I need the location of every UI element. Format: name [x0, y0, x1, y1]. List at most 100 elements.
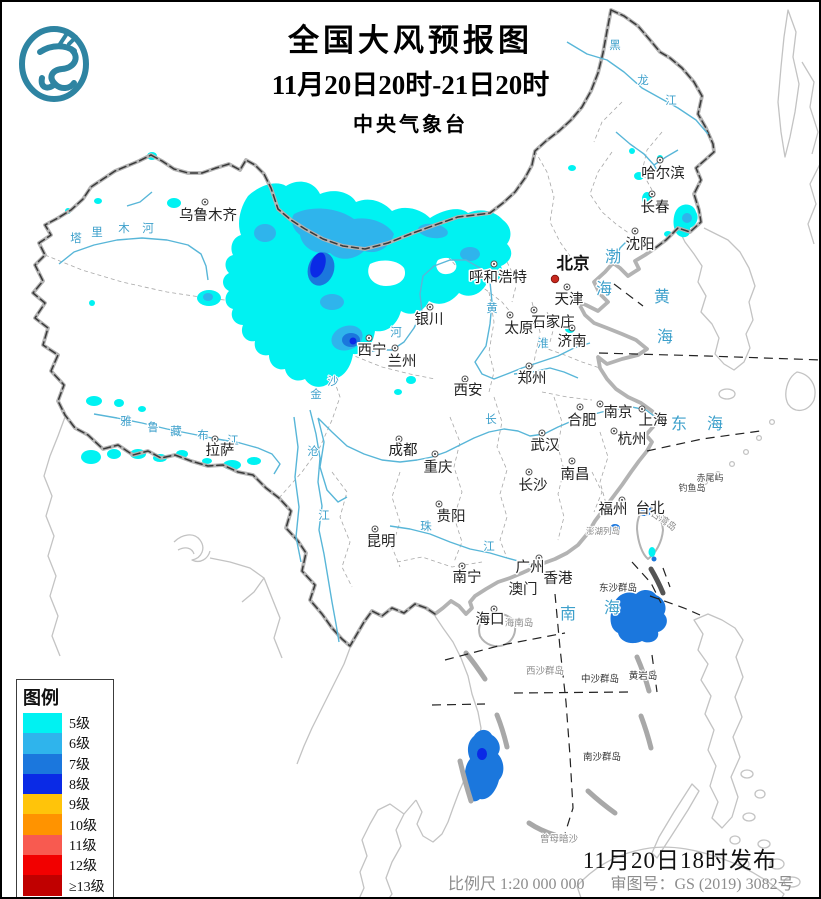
map-title: 全国大风预报图	[288, 23, 533, 58]
nine-dash-line	[457, 566, 666, 838]
city-label: 拉萨	[206, 442, 235, 459]
city-marker-dot	[578, 405, 582, 409]
legend-item: 10级	[23, 814, 113, 835]
city-label: 南宁	[453, 569, 482, 586]
city-label: 海口	[476, 611, 505, 628]
city-label: 长沙	[519, 477, 548, 494]
city-marker-dot	[540, 431, 544, 435]
city-label: 哈尔滨	[641, 165, 685, 182]
river-label: 黄	[486, 301, 498, 315]
scale-and-approval: 比例尺 1:20 000 000 审图号：GS (2019) 3082号	[448, 870, 819, 894]
city-marker-dot	[492, 262, 496, 266]
city-label: 天津	[555, 291, 584, 308]
city-label: 兰州	[388, 353, 417, 370]
legend-item: 11级	[23, 834, 113, 856]
river-label: 江	[227, 434, 239, 447]
city-label: 西宁	[358, 342, 387, 359]
city-marker-dot	[213, 437, 217, 441]
city-label: 武汉	[531, 437, 560, 454]
river-label: 塔	[70, 232, 82, 245]
issue-time: 11月20日18时发布	[582, 848, 777, 873]
city-label: 沈阳	[626, 236, 655, 253]
city-marker-dot	[367, 336, 371, 340]
river-label: 黑	[609, 39, 621, 52]
river-label: 里	[91, 226, 103, 239]
river-label: 布	[197, 429, 209, 442]
city-marker-dot	[492, 607, 496, 611]
sea-label: 海	[657, 328, 673, 346]
city-label: 南京	[604, 404, 633, 421]
legend-item: 8级	[23, 773, 113, 795]
city-label: 长春	[641, 199, 670, 216]
legend-item: 7级	[23, 753, 113, 774]
city-marker-dot	[203, 200, 207, 204]
legend-item: ≥13级	[23, 875, 113, 896]
city-label: 昆明	[367, 534, 396, 550]
city-label: 济南	[558, 333, 587, 350]
island-label: 东沙群岛	[599, 582, 637, 594]
legend-label: 5级	[69, 717, 90, 733]
city-label: 北京	[557, 253, 590, 273]
city-marker-dot	[565, 285, 569, 289]
legend-swatch	[23, 855, 62, 876]
city-label: 西安	[454, 382, 483, 399]
capital-marker	[550, 274, 560, 284]
city-marker-dot	[612, 429, 616, 433]
river-label: 龙	[637, 74, 649, 87]
river-label: 雅	[120, 414, 132, 428]
legend-label: 12级	[69, 859, 97, 875]
river-label: 鲁	[147, 420, 159, 434]
legend-items: 5级 6级 7级 8级 9级 10级 11级 12级 ≥13级	[23, 713, 113, 896]
island-label: 曾母暗沙	[540, 833, 579, 845]
legend-label: 8级	[69, 778, 90, 794]
city-label: 重庆	[424, 459, 453, 476]
legend-label: 10级	[69, 818, 97, 834]
city-marker-dot	[437, 502, 441, 506]
city-marker-dot	[527, 470, 531, 474]
legend-swatch	[23, 753, 62, 774]
sea-section-lines	[431, 283, 819, 841]
city-marker-dot	[633, 229, 637, 233]
china-boundary	[31, 8, 716, 648]
sea-label: 海	[596, 280, 612, 298]
city-marker-dot	[393, 346, 397, 350]
river-label: 沙	[327, 375, 339, 388]
sea-label: 东	[671, 415, 687, 433]
legend-swatch	[23, 875, 62, 896]
legend-label: 6级	[69, 737, 90, 753]
city-marker-dot	[598, 402, 602, 406]
city-marker-dot	[640, 407, 644, 411]
map-agency: 中央气象台	[353, 114, 468, 136]
legend-swatch	[23, 814, 62, 835]
city-marker-dot	[508, 313, 512, 317]
island-label: 赤尾屿	[696, 473, 723, 483]
river-label: 河	[142, 222, 154, 235]
river-label: 江	[665, 94, 677, 107]
map-subtitle: 11月20日20时-21日20时	[271, 70, 550, 100]
sea-label: 黄	[654, 288, 670, 306]
sea-labels: 渤海 黄海东 海南海	[559, 247, 725, 625]
legend-swatch	[23, 834, 62, 856]
river-label: 江	[318, 509, 330, 522]
city-label: 台北	[636, 500, 665, 517]
city-label: 乌鲁木齐	[179, 207, 237, 224]
map-approval-number: 审图号：GS (2019) 3082号	[610, 876, 794, 893]
sea-label: 海	[707, 415, 723, 433]
legend-item: 6级	[23, 733, 113, 754]
legend-label: ≥13级	[69, 879, 105, 895]
city-marker-dot	[658, 158, 662, 162]
city-label: 福州	[599, 501, 628, 518]
river-label: 金	[310, 387, 322, 401]
river-label: 淮	[537, 337, 549, 350]
legend-item: 9级	[23, 794, 113, 815]
legend-item: 12级	[23, 855, 113, 876]
city-marker-dot	[463, 377, 467, 381]
sea-label: 渤	[605, 248, 621, 266]
city-label: 太原	[505, 320, 534, 337]
city-label: 杭州	[618, 431, 647, 448]
island-label: 钓鱼岛	[678, 482, 705, 493]
legend-label: 9级	[69, 798, 90, 814]
city-label: 广州	[516, 559, 545, 576]
legend-swatch	[23, 794, 62, 815]
